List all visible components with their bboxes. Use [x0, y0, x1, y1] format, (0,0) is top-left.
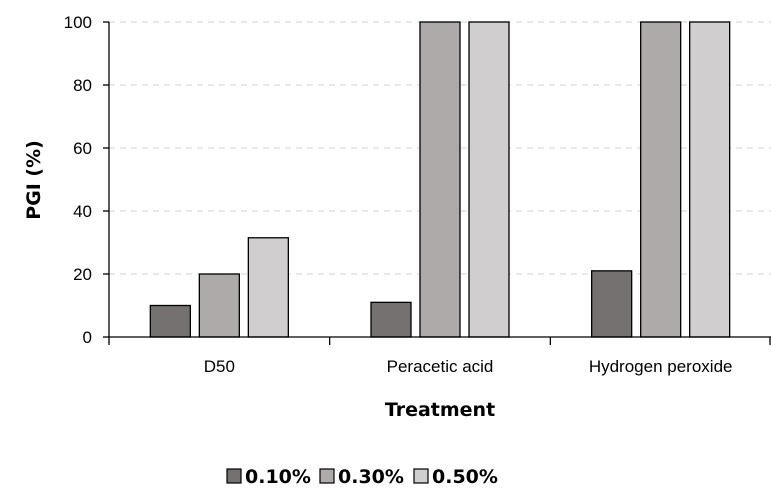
y-tick-label: 100: [64, 13, 92, 32]
legend-label: 0.10%: [245, 466, 311, 488]
bar: [198, 273, 240, 338]
y-tick-label: 0: [83, 328, 92, 347]
axes: [103, 21, 771, 345]
x-tick-label: Hydrogen peroxide: [589, 357, 733, 376]
bar: [468, 21, 510, 338]
legend: 0.10% 0.30% 0.50%: [226, 466, 498, 488]
y-axis-title: PGI (%): [23, 140, 45, 220]
bar: [247, 237, 289, 338]
bar: [689, 21, 731, 338]
y-tick-label: 60: [73, 139, 92, 158]
y-tick-label: 80: [73, 76, 92, 95]
legend-swatch: [413, 468, 429, 484]
bar: [640, 21, 682, 338]
bar: [370, 301, 412, 338]
x-tick-labels: D50 Peracetic acid Hydrogen peroxide: [204, 357, 733, 376]
legend-swatch: [226, 468, 242, 484]
bar: [591, 270, 633, 338]
bar: [149, 304, 191, 338]
x-axis-title: Treatment: [385, 399, 495, 421]
bar: [419, 21, 461, 338]
legend-label: 0.50%: [432, 466, 498, 488]
y-tick-labels: 0 20 40 60 80 100: [64, 13, 92, 347]
legend-swatch: [319, 468, 335, 484]
y-tick-label: 40: [73, 202, 92, 221]
legend-label: 0.30%: [338, 466, 404, 488]
bars: [149, 21, 731, 338]
x-tick-label: D50: [204, 357, 235, 376]
x-tick-label: Peracetic acid: [387, 357, 494, 376]
y-tick-label: 20: [73, 265, 92, 284]
